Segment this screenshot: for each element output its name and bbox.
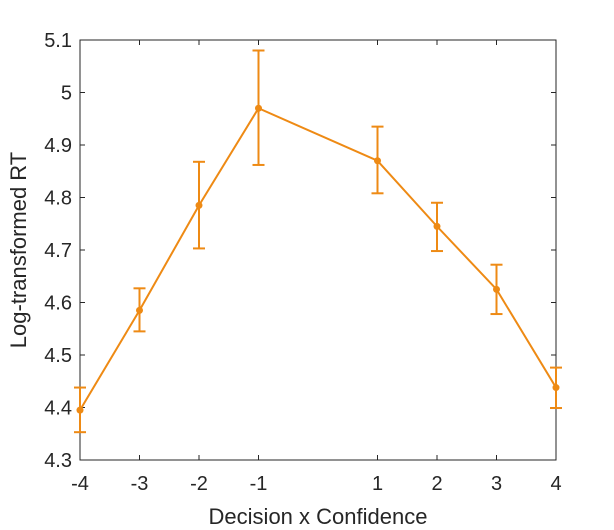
y-tick-label: 4.4 — [44, 398, 72, 420]
data-point — [255, 104, 262, 112]
data-point — [493, 285, 500, 293]
y-tick-label: 5 — [61, 83, 72, 105]
y-tick-label: 4.9 — [44, 135, 72, 157]
y-tick-label: 4.7 — [44, 240, 72, 262]
data-point — [374, 157, 381, 165]
y-tick-label: 4.8 — [44, 188, 72, 210]
data-point — [136, 306, 143, 314]
y-axis-label: Log-transformed RT — [6, 152, 31, 348]
x-tick-label: 2 — [431, 473, 442, 495]
data-point — [433, 222, 441, 230]
x-tick-label: 1 — [372, 473, 383, 495]
y-tick-label: 5.1 — [44, 30, 72, 52]
x-tick-label: 3 — [491, 473, 502, 495]
data-point — [195, 201, 203, 209]
x-tick-label: 4 — [550, 473, 561, 495]
x-axis: -4 -3 -2 -1 1 2 3 4 — [71, 40, 562, 495]
x-tick-label: -2 — [190, 473, 208, 495]
y-axis: 4.3 4.4 4.5 4.6 4.7 4.8 4.9 5 5.1 — [44, 30, 556, 472]
y-tick-label: 4.5 — [44, 345, 72, 367]
y-tick-label: 4.3 — [44, 450, 72, 472]
series-layer — [74, 49, 562, 434]
data-point — [552, 384, 560, 392]
plot-area — [79, 39, 557, 461]
data-point — [76, 406, 84, 414]
series-line — [79, 106, 557, 411]
y-tick-label: 4.6 — [44, 293, 72, 315]
x-tick-label: -1 — [250, 473, 268, 495]
x-tick-label: -4 — [71, 473, 89, 495]
x-axis-label: Decision x Confidence — [209, 504, 428, 529]
x-tick-label: -3 — [131, 473, 149, 495]
